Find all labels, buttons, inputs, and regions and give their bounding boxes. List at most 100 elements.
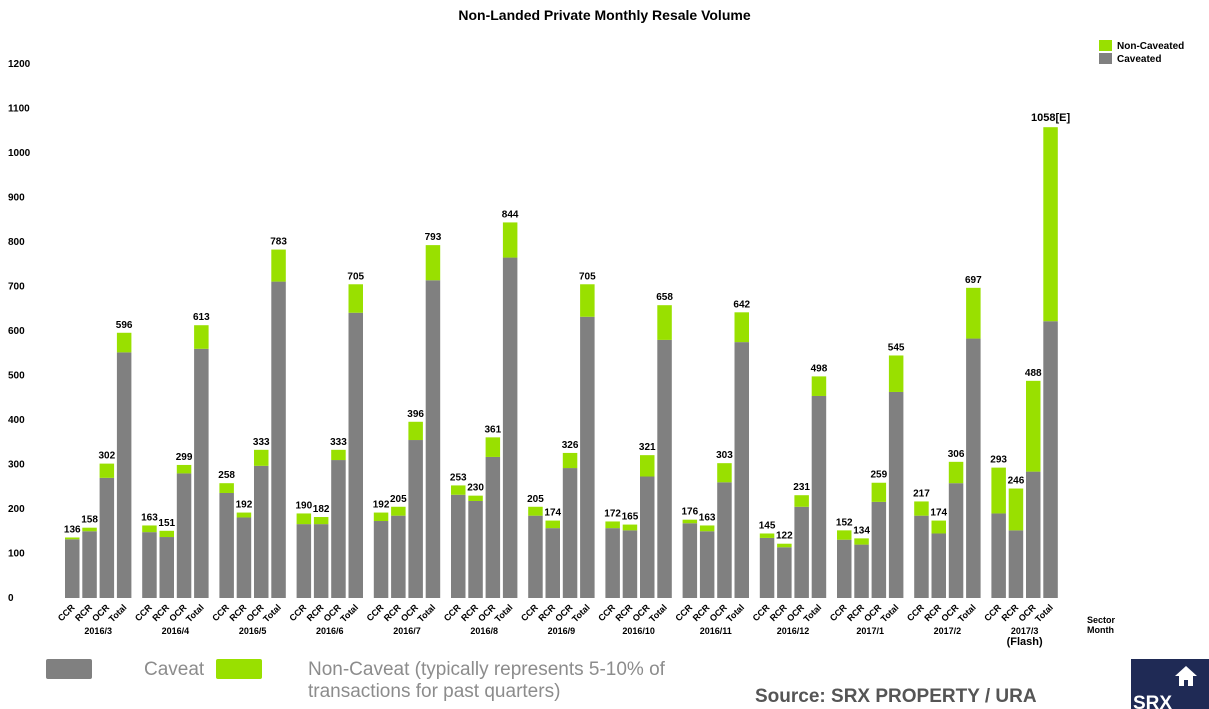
sector-tick-label: CCR [905, 602, 926, 623]
bar-caveated [142, 532, 157, 598]
bar-noncaveated [176, 464, 192, 474]
data-label: 326 [562, 440, 579, 451]
sector-tick-label: Total [956, 602, 978, 624]
sector-tick-label: RCR [1000, 602, 1021, 623]
sector-tick-label: Total [493, 602, 515, 624]
bar-caveated [794, 506, 809, 598]
data-label: 1058[E] [1031, 112, 1070, 124]
bar-caveated [562, 468, 578, 598]
legend-swatch [1099, 40, 1112, 51]
data-label: 793 [425, 232, 442, 243]
bar-noncaveated [657, 305, 672, 340]
sector-tick-label: CCR [365, 602, 386, 623]
month-tick-label: 2016/5 [239, 626, 267, 636]
bar-noncaveated [562, 452, 578, 469]
data-label: 545 [888, 342, 905, 353]
data-label: 122 [776, 531, 793, 542]
sector-tick-label: Total [570, 602, 592, 624]
y-tick-label: 800 [8, 237, 25, 248]
sector-tick-label: CCR [287, 602, 308, 623]
bar-caveated [528, 515, 543, 598]
sector-tick-label: Total [1033, 602, 1055, 624]
sector-tick-label: CCR [442, 602, 463, 623]
data-label: 293 [990, 455, 1007, 466]
data-label: 174 [930, 508, 947, 519]
bar-caveated [468, 500, 483, 598]
bar-caveated [734, 342, 749, 598]
bar-caveated [99, 477, 115, 598]
bar-noncaveated [854, 538, 869, 545]
sector-tick-label: CCR [56, 602, 77, 623]
bar-noncaveated [699, 525, 715, 532]
bottom-legend-caveat: Caveat [46, 659, 204, 681]
sector-tick-label: RCR [691, 602, 712, 623]
logo-text: SRX [1133, 693, 1173, 709]
sector-tick-label: Total [879, 602, 901, 624]
sector-tick-label: RCR [768, 602, 789, 623]
srx-logo: SRX [1131, 659, 1209, 709]
bar-caveated [236, 517, 252, 598]
source-text: Source: SRX PROPERTY / URA [755, 686, 1037, 707]
bar-noncaveated [528, 506, 543, 516]
data-label: 258 [218, 470, 235, 481]
bar-noncaveated [391, 506, 406, 516]
data-label: 182 [313, 504, 330, 515]
data-label: 498 [811, 363, 828, 374]
data-label: 151 [158, 518, 175, 529]
bar-noncaveated [116, 332, 132, 353]
bar-noncaveated [82, 527, 97, 532]
sector-tick-label: OCR [939, 602, 961, 624]
y-tick-label: 500 [8, 371, 25, 382]
sector-axis-label: Sector [1087, 615, 1116, 625]
bar-chart: 0 100 200 300 400 500 600 700 800 900 1000 1100 1200… [8, 40, 1184, 648]
sector-tick-label: CCR [596, 602, 617, 623]
bar-caveated [948, 483, 964, 598]
bar-noncaveated [236, 512, 252, 518]
bar-caveated [854, 544, 869, 598]
bar-caveated [1043, 321, 1058, 598]
noncaveat-label-line1: Non-Caveat (typically represents 5-10% o… [308, 659, 665, 680]
bar-noncaveated [794, 495, 809, 507]
bar-caveated [65, 539, 80, 598]
bar-caveated [194, 348, 209, 598]
bar-caveated [116, 352, 132, 598]
bar-caveated [348, 312, 363, 598]
data-label: 613 [193, 312, 210, 323]
bar-caveated [811, 395, 827, 598]
bar-noncaveated [271, 249, 286, 282]
month-note-label: (Flash) [1007, 636, 1043, 648]
month-tick-label: 2016/9 [548, 626, 576, 636]
bar-noncaveated [451, 485, 466, 495]
bar-caveated [1026, 471, 1041, 598]
data-label: 321 [639, 442, 656, 453]
bar-noncaveated [65, 537, 80, 540]
sector-tick-label: CCR [751, 602, 772, 623]
y-tick-label: 700 [8, 282, 25, 293]
y-tick-label: 400 [8, 415, 25, 426]
month-tick-label: 2017/2 [934, 626, 962, 636]
bar-caveated [545, 528, 560, 598]
bar-noncaveated [502, 222, 518, 258]
y-tick-label: 600 [8, 326, 25, 337]
bar-noncaveated [313, 517, 329, 525]
data-label: 163 [699, 512, 716, 523]
bar-caveated [176, 473, 192, 598]
data-label: 303 [716, 450, 733, 461]
sector-tick-label: OCR [167, 602, 189, 624]
bar-caveated [313, 524, 329, 598]
bar-noncaveated [622, 524, 638, 531]
month-tick-label: 2016/10 [622, 626, 655, 636]
sector-tick-label: OCR [630, 602, 652, 624]
bar-caveated [931, 533, 946, 598]
bottom-legend-noncaveat: Non-Caveat (typically represents 5-10% o… [216, 659, 665, 703]
bar-noncaveated [777, 543, 792, 548]
bar-noncaveated [605, 521, 620, 529]
data-label: 152 [836, 517, 853, 528]
bar-noncaveated [219, 483, 234, 493]
sector-tick-label: RCR [73, 602, 94, 623]
bar-caveated [485, 456, 501, 598]
data-label: 705 [579, 271, 596, 282]
bar-noncaveated [888, 355, 904, 392]
bar-caveated [622, 530, 638, 598]
bar-caveated [331, 460, 346, 598]
